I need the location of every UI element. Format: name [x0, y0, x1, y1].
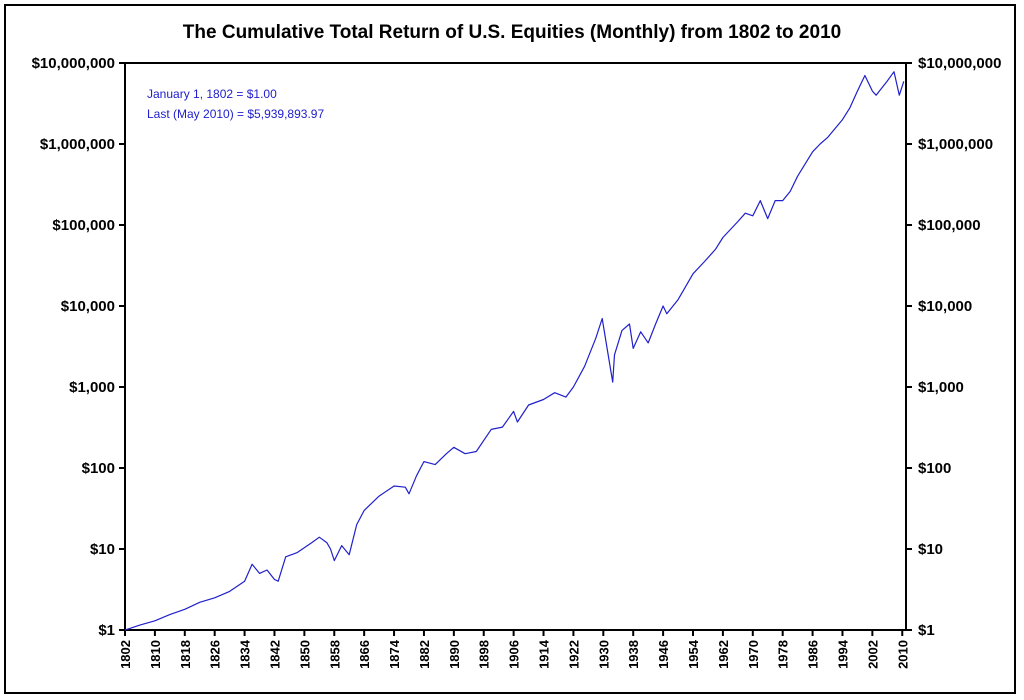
x-tick-label: 1938 [626, 640, 641, 669]
chart-frame [4, 4, 1016, 694]
x-tick-label: 2010 [895, 640, 910, 669]
y-tick-label-right: $100 [918, 460, 951, 477]
x-tick-label: 1834 [238, 639, 253, 669]
x-tick-label: 1954 [686, 639, 701, 669]
y-tick-label-right: $1,000,000 [918, 136, 993, 153]
x-tick-label: 1970 [746, 640, 761, 669]
x-tick-label: 1906 [507, 640, 522, 669]
x-axis: 1802 1810 1818 1826 1834 1842 1850 1858 1866 1874… [118, 630, 910, 669]
x-tick-label: 1922 [566, 640, 581, 669]
x-tick-label: 1946 [656, 640, 671, 669]
x-tick-label: 1890 [447, 640, 462, 669]
x-tick-label: 1986 [806, 640, 821, 669]
y-tick-label-right: $100,000 [918, 217, 981, 234]
y-tick-label-left: $100 [82, 460, 115, 477]
y-tick-label-right: $1,000 [918, 379, 964, 396]
y-tick-label-right: $10,000 [918, 298, 972, 315]
x-tick-label: 1930 [596, 640, 611, 669]
series-layer [124, 71, 905, 631]
x-tick-label: 1866 [357, 640, 372, 669]
plot-border [124, 62, 907, 631]
x-tick-label: 1826 [208, 640, 223, 669]
x-tick-label: 1962 [716, 640, 731, 669]
y-axis-left: $1 $10 $100 $1,000 $10,000 $100,000 $1,000,000… [32, 55, 125, 639]
y-tick-label-left: $1 [98, 622, 115, 639]
x-tick-label: 1858 [327, 640, 342, 669]
x-tick-label: 1810 [148, 640, 163, 669]
y-tick-label-left: $10,000 [61, 298, 115, 315]
y-tick-label-left: $10 [90, 541, 115, 558]
chart-title: The Cumulative Total Return of U.S. Equi… [182, 22, 842, 43]
annotation-box: January 1, 1802 = $1.00 Last (May 2010) … [147, 87, 324, 121]
y-tick-label-left: $10,000,000 [32, 55, 115, 72]
x-tick-label: 1978 [776, 640, 791, 669]
series-line [124, 71, 905, 631]
y-tick-label-right: $1 [918, 622, 935, 639]
x-tick-label: 1994 [835, 639, 850, 669]
x-tick-label: 1914 [537, 639, 552, 669]
annotation-last: Last (May 2010) = $5,939,893.97 [147, 107, 324, 121]
x-tick-label: 1898 [477, 640, 492, 669]
x-tick-label: 1842 [267, 640, 282, 669]
y-tick-label-left: $1,000,000 [40, 136, 115, 153]
annotation-start: January 1, 1802 = $1.00 [147, 87, 277, 101]
plot-area [124, 62, 907, 631]
x-tick-label: 1850 [297, 640, 312, 669]
y-tick-label-right: $10 [918, 541, 943, 558]
y-tick-label-left: $1,000 [69, 379, 115, 396]
x-tick-label: 1818 [178, 640, 193, 669]
y-tick-label-left: $100,000 [52, 217, 115, 234]
y-axis-right: $1 $10 $100 $1,000 $10,000 $100,000 $1,000,000… [906, 55, 1001, 639]
x-tick-label: 1802 [118, 640, 133, 669]
y-tick-label-right: $10,000,000 [918, 55, 1001, 72]
x-tick-label: 1874 [387, 639, 402, 669]
x-tick-label: 1882 [417, 640, 432, 669]
x-tick-label: 2002 [865, 640, 880, 669]
